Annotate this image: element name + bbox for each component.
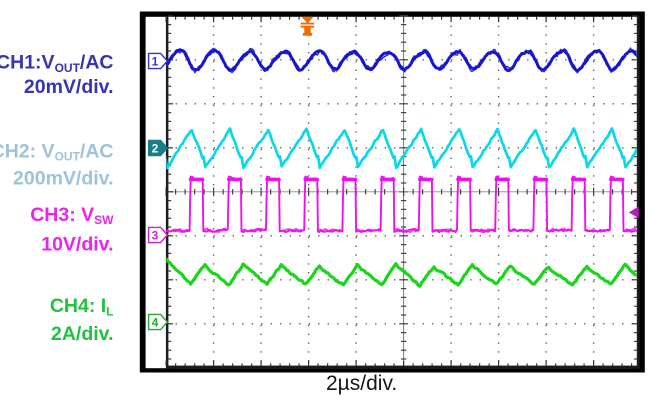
- svg-text:2: 2: [152, 141, 159, 155]
- svg-text:CH1:VOUT/AC: CH1:VOUT/AC: [0, 52, 114, 75]
- svg-text:2A/div.: 2A/div.: [51, 323, 114, 345]
- svg-text:20mV/div.: 20mV/div.: [24, 76, 114, 98]
- svg-text:CH2: VOUT/AC: CH2: VOUT/AC: [0, 140, 114, 163]
- svg-text:200mV/div.: 200mV/div.: [13, 167, 113, 189]
- svg-text:1: 1: [152, 54, 159, 68]
- svg-text:CH4: IL: CH4: IL: [50, 295, 114, 318]
- svg-text:10V/div.: 10V/div.: [41, 234, 113, 256]
- svg-text:CH3: VSW: CH3: VSW: [30, 204, 114, 227]
- svg-text:3: 3: [152, 228, 159, 242]
- svg-text:4: 4: [152, 315, 159, 329]
- svg-text:2µs/div.: 2µs/div.: [326, 372, 397, 395]
